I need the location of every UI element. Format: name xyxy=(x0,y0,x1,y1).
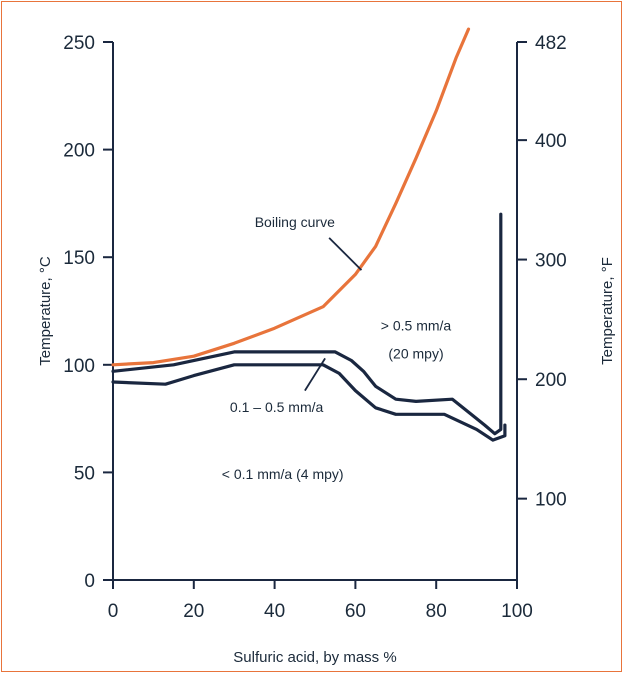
x-tick-label: 0 xyxy=(108,601,119,622)
boiling-curve-line xyxy=(111,27,471,367)
annotation-low-rate: < 0.1 mm/a (4 mpy) xyxy=(222,466,344,482)
x-tick-label: 100 xyxy=(501,601,533,622)
series-layer xyxy=(111,27,507,442)
x-axis-title: Sulfuric acid, by mass % xyxy=(233,649,396,666)
x-tick-label: 80 xyxy=(426,601,447,622)
annotation-mid-rate: 0.1 – 0.5 mm/a xyxy=(230,399,324,415)
x-tick-label: 20 xyxy=(183,601,204,622)
y2-tick-label: 200 xyxy=(535,370,567,391)
y2-tick-label: 482 xyxy=(535,33,567,54)
annotation-high-rate: > 0.5 mm/a xyxy=(381,317,452,333)
y-tick-label: 100 xyxy=(63,356,95,377)
y2-tick-label: 300 xyxy=(535,251,567,272)
y-axis-title-celsius: Temperature, °C xyxy=(37,256,54,366)
y-axis-title-fahrenheit: Temperature, °F xyxy=(599,257,616,365)
iso-line-0-1-mm-a xyxy=(111,363,507,442)
y2-tick-label: 100 xyxy=(535,490,567,511)
axis-ticks: 0 50 100 150 200 250 0 20 40 60 80 100 100 200 300 400 4… xyxy=(63,33,566,622)
iso-line-0-5-mm-a xyxy=(111,212,503,436)
annotation-boiling-curve: Boiling curve xyxy=(255,214,335,230)
y2-tick-label: 400 xyxy=(535,131,567,152)
y-tick-label: 250 xyxy=(63,33,95,54)
y-tick-label: 150 xyxy=(63,248,95,269)
x-tick-label: 60 xyxy=(345,601,366,622)
y-tick-label: 0 xyxy=(84,571,95,592)
annotation-high-rate-mpy: (20 mpy) xyxy=(388,345,443,361)
y-tick-label: 200 xyxy=(63,141,95,162)
boiling-curve-leader xyxy=(328,237,363,271)
mid-zone-leader xyxy=(304,357,326,392)
y-tick-label: 50 xyxy=(74,463,95,484)
x-tick-label: 40 xyxy=(264,601,285,622)
